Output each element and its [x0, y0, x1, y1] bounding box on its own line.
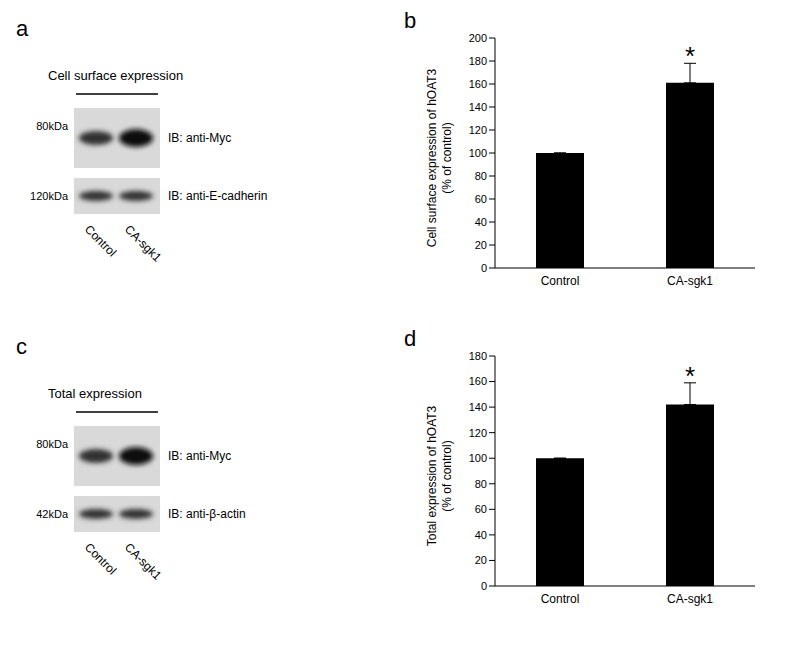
svg-text:120: 120	[469, 427, 487, 439]
svg-text:Total expression of hOAT3: Total expression of hOAT3	[425, 405, 439, 546]
svg-text:IB: anti-Myc: IB: anti-Myc	[168, 449, 231, 463]
svg-text:0: 0	[481, 262, 487, 274]
svg-text:42kDa: 42kDa	[36, 508, 69, 520]
svg-text:Control: Control	[82, 222, 119, 259]
svg-text:140: 140	[469, 101, 487, 113]
svg-text:Control: Control	[82, 540, 119, 577]
svg-text:CA-sgk1: CA-sgk1	[122, 222, 165, 265]
svg-text:180: 180	[469, 55, 487, 67]
svg-text:60: 60	[475, 503, 487, 515]
svg-text:(% of control): (% of control)	[440, 440, 454, 511]
svg-text:80: 80	[475, 478, 487, 490]
svg-text:(% of control): (% of control)	[440, 122, 454, 193]
svg-text:40: 40	[475, 529, 487, 541]
svg-text:Total expression: Total expression	[48, 386, 142, 401]
svg-text:CA-sgk1: CA-sgk1	[667, 592, 713, 606]
svg-text:Cell surface expression of hOA: Cell surface expression of hOAT3	[425, 68, 439, 247]
svg-text:IB: anti-Myc: IB: anti-Myc	[168, 131, 231, 145]
svg-text:20: 20	[475, 554, 487, 566]
svg-text:80: 80	[475, 170, 487, 182]
svg-text:140: 140	[469, 401, 487, 413]
svg-text:180: 180	[469, 350, 487, 362]
svg-text:100: 100	[469, 452, 487, 464]
svg-text:100: 100	[469, 147, 487, 159]
svg-text:*: *	[685, 41, 695, 71]
svg-text:200: 200	[469, 32, 487, 44]
svg-text:120: 120	[469, 124, 487, 136]
svg-text:40: 40	[475, 216, 487, 228]
svg-text:a: a	[16, 16, 29, 41]
svg-text:160: 160	[469, 78, 487, 90]
svg-text:0: 0	[481, 580, 487, 592]
svg-text:Control: Control	[541, 592, 580, 606]
svg-text:160: 160	[469, 375, 487, 387]
svg-text:80kDa: 80kDa	[36, 438, 69, 450]
svg-text:120kDa: 120kDa	[30, 190, 69, 202]
svg-text:c: c	[16, 334, 27, 359]
svg-text:IB: anti-E-cadherin: IB: anti-E-cadherin	[168, 189, 267, 203]
svg-text:60: 60	[475, 193, 487, 205]
svg-text:IB: anti-β-actin: IB: anti-β-actin	[168, 507, 246, 521]
svg-text:Cell surface expression: Cell surface expression	[48, 68, 183, 83]
svg-text:*: *	[685, 361, 695, 391]
svg-text:CA-sgk1: CA-sgk1	[122, 540, 165, 583]
html-text:d: d	[404, 326, 417, 351]
svg-text:CA-sgk1: CA-sgk1	[667, 274, 713, 288]
svg-text:20: 20	[475, 239, 487, 251]
svg-text:Control: Control	[541, 274, 580, 288]
svg-text:80kDa: 80kDa	[36, 120, 69, 132]
html-text:b: b	[404, 8, 417, 33]
